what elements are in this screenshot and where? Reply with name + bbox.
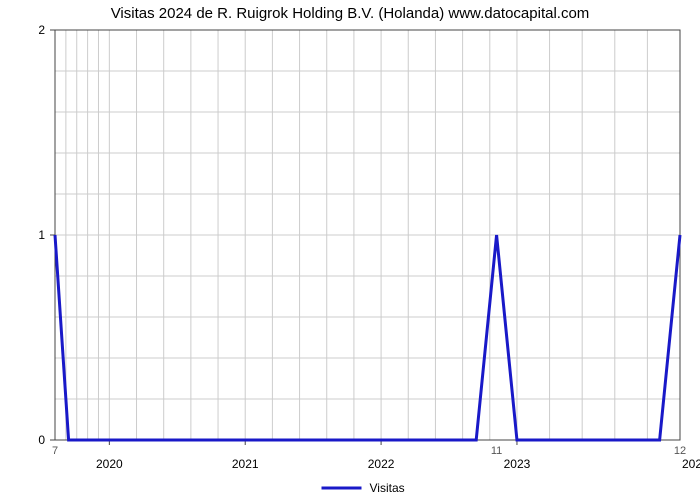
- x-sub-label: 11: [491, 445, 502, 457]
- chart-title: Visitas 2024 de R. Ruigrok Holding B.V. …: [111, 5, 590, 22]
- y-tick-label: 1: [38, 228, 45, 242]
- x-tick-label: 2021: [232, 457, 259, 471]
- legend-label: Visitas: [370, 481, 405, 495]
- x-sub-label: 7: [52, 445, 58, 457]
- x-tick-label: 2020: [96, 457, 123, 471]
- y-tick-label: 2: [38, 23, 45, 37]
- chart-bg: [0, 0, 700, 500]
- y-tick-label: 0: [38, 433, 45, 447]
- x-tick-label: 2022: [368, 457, 395, 471]
- x-sub-label: 12: [674, 445, 686, 457]
- line-chart: Visitas 2024 de R. Ruigrok Holding B.V. …: [0, 0, 700, 500]
- chart-container: Visitas 2024 de R. Ruigrok Holding B.V. …: [0, 0, 700, 500]
- x-tick-label: 2023: [504, 457, 531, 471]
- x-tick-label: 202: [682, 457, 700, 471]
